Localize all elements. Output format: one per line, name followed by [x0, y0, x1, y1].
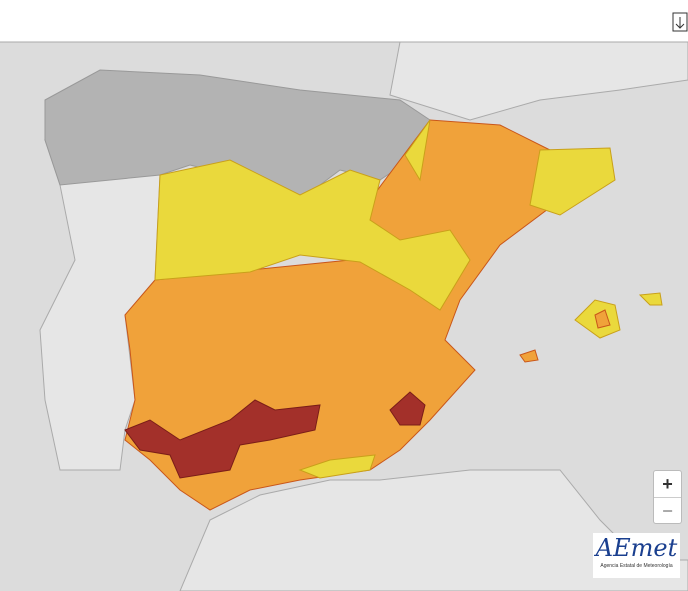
zoom-control: + −	[653, 470, 682, 524]
zoom-out[interactable]: −	[654, 497, 681, 524]
africa	[179, 469, 688, 591]
logo: AEmet Agencia Estatal de Meteorología	[593, 533, 680, 578]
logo-subtitle: Agencia Estatal de Meteorología	[600, 563, 673, 569]
region-yellow	[404, 119, 431, 182]
download-icon[interactable]	[672, 12, 688, 32]
region-yellow	[154, 159, 471, 311]
island-region	[594, 309, 611, 329]
island	[519, 349, 539, 363]
logo-name: AEmet	[595, 534, 678, 562]
region-yellow	[529, 147, 616, 216]
region-red	[389, 391, 426, 426]
region-yellow	[298, 454, 376, 479]
france	[0, 41, 688, 121]
island	[638, 292, 663, 306]
region-red	[124, 399, 321, 479]
header	[0, 0, 688, 42]
zoom-in[interactable]: +	[662, 474, 673, 494]
